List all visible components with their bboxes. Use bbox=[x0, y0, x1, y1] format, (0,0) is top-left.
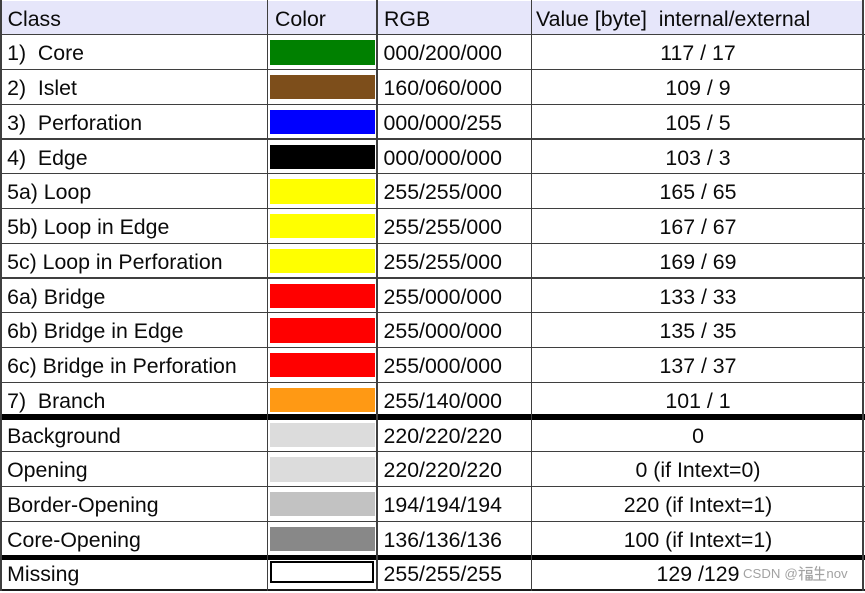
svg-text:nov: nov bbox=[826, 566, 848, 581]
svg-text:CSDN: CSDN bbox=[743, 566, 780, 581]
svg-text:@: @ bbox=[784, 566, 797, 581]
